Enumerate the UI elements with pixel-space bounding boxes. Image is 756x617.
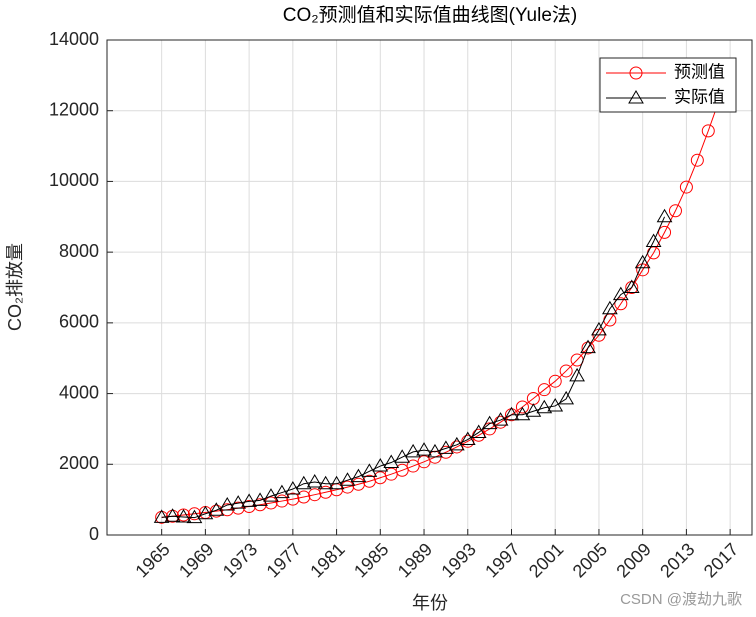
marker (569, 367, 585, 382)
marker (297, 490, 311, 504)
marker (328, 475, 345, 490)
marker (416, 442, 432, 456)
marker (536, 399, 553, 414)
marker (547, 397, 564, 412)
plot-area (153, 93, 726, 524)
marker (492, 412, 509, 426)
y-tick-label: 8000 (59, 241, 99, 261)
legend-box (599, 57, 737, 113)
marker (623, 279, 640, 293)
marker (209, 504, 223, 518)
y-tick-label: 0 (89, 524, 99, 544)
marker (253, 498, 267, 512)
y-tick-label: 2000 (59, 453, 99, 473)
marker (187, 507, 201, 521)
marker (164, 508, 181, 522)
marker (241, 493, 257, 507)
marker (339, 472, 356, 486)
marker (591, 321, 607, 336)
marker (679, 180, 693, 194)
chart-title: CO₂预测值和实际值曲线图(Yule法) (283, 4, 578, 26)
marker (690, 153, 704, 167)
marker (264, 496, 278, 510)
marker (274, 484, 290, 499)
marker (656, 208, 673, 223)
marker (634, 254, 651, 269)
marker (548, 374, 562, 388)
plot-frame (106, 39, 753, 536)
marker (558, 390, 575, 405)
marker (515, 400, 529, 414)
marker (658, 225, 672, 239)
y-tick-label: 14000 (49, 29, 99, 49)
marker (175, 508, 192, 523)
marker (459, 431, 476, 446)
marker (559, 364, 573, 378)
watermark: CSDN @渡劫九歌 (620, 591, 742, 608)
y-tick-label: 12000 (49, 99, 99, 119)
marker (197, 505, 214, 520)
y-tick-label: 6000 (59, 312, 99, 332)
marker (361, 463, 378, 477)
marker (525, 403, 542, 417)
marker (186, 509, 203, 524)
marker (427, 443, 443, 458)
marker (295, 475, 312, 490)
marker (284, 481, 301, 495)
legend-label: 预测值 (674, 62, 725, 81)
marker (383, 454, 400, 469)
marker (602, 300, 618, 315)
y-tick-label: 4000 (59, 382, 99, 402)
series-line (161, 216, 665, 519)
marker (625, 281, 639, 294)
marker (317, 475, 334, 490)
marker (350, 468, 367, 483)
x-axis-label: 年份 (412, 593, 448, 613)
marker (448, 436, 465, 451)
marker (394, 449, 411, 463)
marker (417, 455, 431, 469)
legend-marker (628, 90, 644, 104)
marker (461, 434, 475, 448)
marker (614, 297, 628, 311)
y-tick-label: 10000 (49, 170, 99, 190)
marker (219, 496, 236, 511)
marker (537, 383, 551, 397)
marker (230, 495, 247, 509)
marker (405, 443, 421, 458)
marker (208, 502, 225, 516)
legend-marker (629, 66, 643, 80)
marker (372, 458, 389, 472)
marker (263, 488, 279, 502)
marker (668, 204, 682, 218)
marker (306, 473, 323, 488)
marker (701, 124, 715, 138)
marker (395, 463, 409, 477)
marker (286, 492, 300, 506)
marker (153, 509, 170, 523)
marker (581, 341, 595, 355)
marker (503, 406, 520, 421)
marker (612, 286, 629, 301)
marker (406, 459, 420, 473)
marker (438, 440, 454, 454)
marker (514, 406, 531, 421)
marker (252, 492, 268, 506)
marker (580, 339, 596, 354)
marker (645, 233, 662, 248)
y-axis-label: CO₂排放量 (5, 243, 25, 331)
legend-label: 实际值 (674, 87, 725, 106)
marker (470, 424, 487, 438)
marker (481, 415, 498, 430)
